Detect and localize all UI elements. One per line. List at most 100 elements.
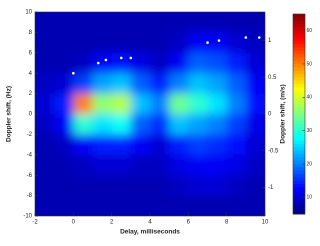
heatmap-cell bbox=[169, 0, 189, 33]
colorbar-segment bbox=[293, 107, 305, 111]
heatmap-cell bbox=[169, 155, 189, 176]
marker bbox=[218, 39, 221, 42]
colorbar-segment bbox=[293, 134, 305, 138]
colorbar-segment bbox=[293, 114, 305, 118]
marker bbox=[72, 72, 75, 75]
x-axis-label: Delay, milliseconds bbox=[120, 229, 180, 236]
colorbar-tick-label: 60 bbox=[307, 28, 313, 34]
heatmap-cell bbox=[169, 73, 189, 94]
heatmap-cell bbox=[112, 114, 132, 135]
colorbar-segment bbox=[293, 157, 305, 161]
heatmap-cell bbox=[54, 73, 74, 94]
heatmap-cell bbox=[131, 0, 151, 33]
heatmap-cell bbox=[112, 32, 132, 53]
heatmap-cell bbox=[73, 0, 93, 33]
colorbar-segment bbox=[293, 21, 305, 25]
x-tick-label: 0 bbox=[72, 220, 76, 226]
y-tick-label: -6 bbox=[27, 173, 33, 179]
heatmap-cell bbox=[150, 0, 170, 33]
colorbar-segment bbox=[293, 201, 305, 205]
x-tick-label: 10 bbox=[262, 220, 269, 226]
heatmap-cell bbox=[54, 53, 74, 74]
y2-tick-label: -0.5 bbox=[268, 148, 279, 154]
heatmap-cell bbox=[227, 155, 247, 176]
colorbar-segment bbox=[293, 154, 305, 158]
colorbar-tick-label: 50 bbox=[307, 61, 313, 67]
y2-axis-label: Doppler shift, (m/s) bbox=[280, 84, 287, 143]
colorbar-segment bbox=[293, 67, 305, 71]
heatmap-cell bbox=[131, 32, 151, 53]
colorbar-segment bbox=[293, 51, 305, 55]
heatmap-cell bbox=[93, 94, 113, 115]
heatmap-cell bbox=[131, 134, 151, 155]
heatmap-cell bbox=[54, 134, 74, 155]
colorbar-segment bbox=[293, 34, 305, 38]
heatmap-cell bbox=[169, 114, 189, 135]
heatmap-cell bbox=[246, 53, 286, 74]
heatmap-cell bbox=[246, 32, 286, 53]
colorbar-segment bbox=[293, 47, 305, 51]
colorbar-segment bbox=[293, 207, 305, 211]
heatmap-cell bbox=[188, 0, 208, 33]
heatmap-cell bbox=[112, 155, 132, 176]
colorbar-segment bbox=[293, 84, 305, 88]
heatmap-cell bbox=[208, 175, 228, 196]
colorbar-segment bbox=[293, 174, 305, 178]
heatmap-cell bbox=[54, 0, 74, 33]
heatmap-cell bbox=[208, 53, 228, 74]
x-tick-label: 6 bbox=[187, 220, 191, 226]
marker bbox=[258, 36, 261, 39]
marker bbox=[206, 41, 209, 44]
heatmap-cell bbox=[131, 114, 151, 135]
y-tick-label: -2 bbox=[27, 132, 33, 138]
heatmap-cell bbox=[208, 94, 228, 115]
chart: Delay, milliseconds Doppler shift, (Hz) … bbox=[0, 0, 315, 241]
heatmap-cell bbox=[112, 73, 132, 94]
heatmap-cell bbox=[188, 32, 208, 53]
heatmap-cell bbox=[188, 155, 208, 176]
heatmap-cell bbox=[54, 155, 74, 176]
heatmap-cell bbox=[246, 175, 286, 196]
colorbar-segment bbox=[293, 141, 305, 145]
y2-tick-label: -1 bbox=[268, 185, 274, 191]
heatmap-cell bbox=[227, 94, 247, 115]
x-tick-label: 4 bbox=[148, 220, 152, 226]
heatmap bbox=[15, 0, 286, 237]
colorbar-segment bbox=[293, 74, 305, 78]
heatmap-cell bbox=[73, 134, 93, 155]
colorbar-segment bbox=[293, 37, 305, 41]
heatmap-cell bbox=[73, 114, 93, 135]
colorbar-segment bbox=[293, 181, 305, 185]
colorbar-tick-label: 30 bbox=[307, 128, 313, 134]
y-tick-label: 10 bbox=[25, 10, 32, 16]
heatmap-cell bbox=[112, 94, 132, 115]
y-tick-label: 4 bbox=[29, 71, 33, 77]
heatmap-cell bbox=[188, 73, 208, 94]
heatmap-cell bbox=[169, 32, 189, 53]
colorbar-segment bbox=[293, 191, 305, 195]
y-axis-label: Doppler shift, (Hz) bbox=[6, 86, 13, 142]
heatmap-cell bbox=[112, 0, 132, 33]
colorbar-segment bbox=[293, 171, 305, 175]
colorbar-segment bbox=[293, 91, 305, 95]
colorbar-segment bbox=[293, 151, 305, 155]
x-tick-label: 8 bbox=[225, 220, 229, 226]
colorbar-segment bbox=[293, 101, 305, 105]
heatmap-cell bbox=[208, 73, 228, 94]
heatmap-cell bbox=[73, 175, 93, 196]
colorbar-segment bbox=[293, 197, 305, 201]
heatmap-cell bbox=[131, 175, 151, 196]
heatmap-cell bbox=[112, 175, 132, 196]
heatmap-cell bbox=[188, 134, 208, 155]
heatmap-cell bbox=[227, 0, 247, 33]
colorbar-segment bbox=[293, 57, 305, 61]
heatmap-cell bbox=[131, 94, 151, 115]
colorbar-segment bbox=[293, 167, 305, 171]
y-tick-label: 6 bbox=[29, 50, 33, 56]
y2-tick-label: 0.5 bbox=[268, 75, 277, 81]
colorbar-tick-label: 10 bbox=[307, 195, 313, 201]
heatmap-cell bbox=[208, 32, 228, 53]
colorbar-segment bbox=[293, 111, 305, 115]
heatmap-cell bbox=[150, 53, 170, 74]
heatmap-cell bbox=[54, 175, 74, 196]
